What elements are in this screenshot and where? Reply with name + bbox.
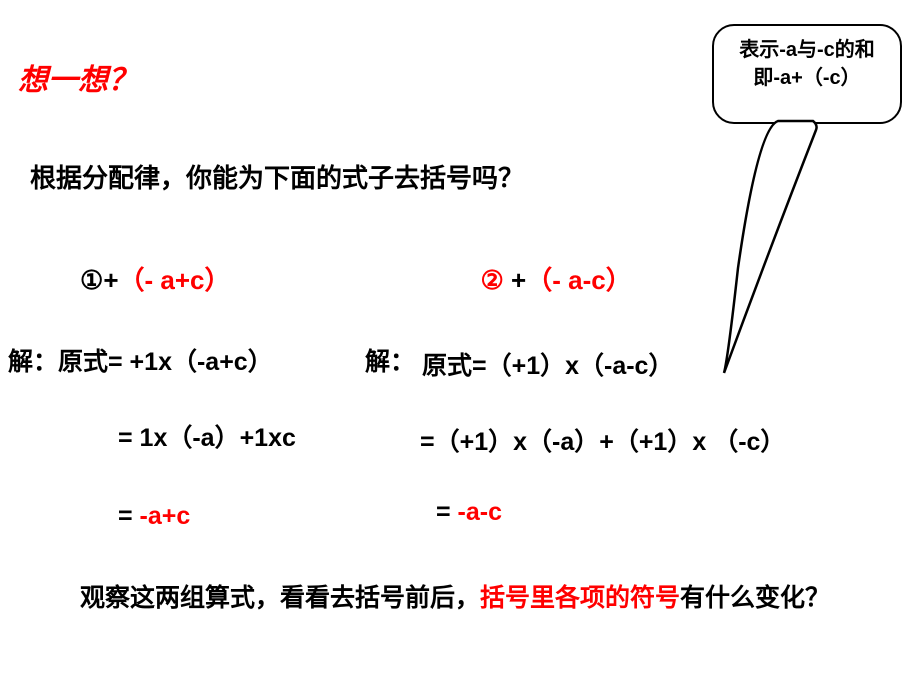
sol-left-eq-3: = [118,502,140,530]
expression-2: ② +（- a-c） [481,260,632,297]
plus-2: + [504,265,526,295]
main-question: 根据分配律，你能为下面的式子去括号吗？ [30,158,524,195]
bubble-line-1: 表示-a与-c的和 [714,36,900,64]
expression-1: ①+（- a+c） [80,260,231,297]
circled-2: ② [481,265,504,296]
sol-right-eq-3: = [436,498,458,526]
solution-left-line-2: = 1x（-a）+1xc [118,418,296,454]
sol-left-result: -a+c [140,502,191,530]
solution-left-line-3: = -a+c [118,502,190,531]
expression-row: ①+（- a+c） ② +（- a-c） [80,260,860,297]
speech-bubble: 表示-a与-c的和 即-a+（-c） [712,24,902,124]
sol-left-expr-1: 原式= +1x（-a+c） [58,348,273,376]
paren-expr-2: （- a-c） [526,265,631,295]
slide-title: 想一想？ [18,55,138,99]
slide: 想一想？ 根据分配律，你能为下面的式子去括号吗？ 表示-a与-c的和 即-a+（… [0,0,920,690]
bubble-tail-icon [718,118,878,378]
solution-right-line-1: 原式=（+1）x（-a-c） [422,346,673,382]
solution-right-line-3: = -a-c [436,498,502,527]
paren-expr-1: （- a+c） [119,265,231,295]
solution-right-label: 解： [365,342,415,378]
solution-left-line-1: 解：原式= +1x（-a+c） [8,342,273,378]
circled-1: ① [80,265,103,296]
conclusion-part-1: 观察这两组算式，看看去括号前后， [80,584,480,612]
conclusion-highlight: 括号里各项的符号 [480,584,680,612]
sol-left-label: 解： [8,348,58,376]
conclusion-part-2: 有什么变化？ [680,584,830,612]
conclusion-text: 观察这两组算式，看看去括号前后，括号里各项的符号有什么变化？ [80,580,840,618]
solution-right-line-2: =（+1）x（-a）+（+1）x （-c） [420,424,900,462]
bubble-line-2: 即-a+（-c） [714,64,900,92]
sol-right-result: -a-c [458,498,502,526]
plus-1: + [103,265,118,295]
